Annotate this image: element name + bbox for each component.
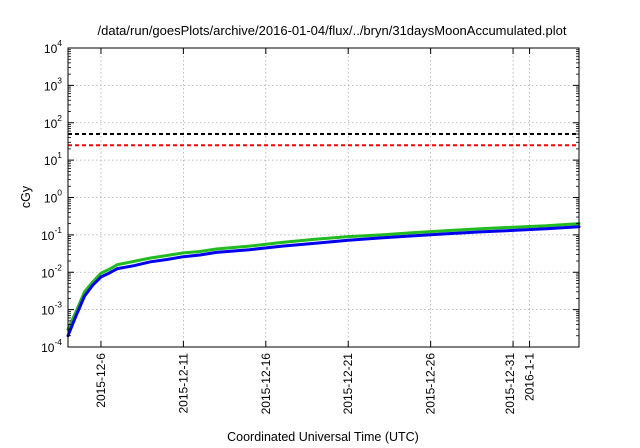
y-tick-label: 101 — [44, 150, 62, 168]
grid-lines — [68, 48, 579, 347]
series-line — [66, 222, 581, 331]
series-lines — [66, 222, 581, 338]
y-tick-label: 10-1 — [41, 225, 62, 243]
x-tick-label: 2015-12-26 — [424, 353, 438, 415]
threshold-lines — [68, 133, 579, 147]
x-tick-label: 2015-12-16 — [259, 353, 273, 415]
y-tick-label: 10-2 — [41, 262, 62, 280]
x-tick-label: 2016-1-1 — [523, 353, 537, 401]
y-tick-label: 102 — [44, 113, 62, 131]
y-tick-label: 100 — [44, 188, 62, 206]
chart-title: /data/run/goesPlots/archive/2016-01-04/f… — [98, 23, 567, 38]
x-tick-label: 2015-12-6 — [94, 353, 108, 408]
series-line — [66, 225, 581, 338]
x-tick-label: 2015-12-11 — [176, 353, 190, 414]
y-tick-label: 10-4 — [41, 337, 62, 355]
x-tick-label: 2015-12-21 — [341, 353, 355, 415]
y-tick-label: 104 — [44, 38, 62, 56]
y-tick-label: 103 — [44, 75, 62, 93]
x-tick-label: 2015-12-31 — [503, 353, 517, 415]
y-axis-label: cGy — [19, 185, 33, 208]
x-axis-ticks: 2015-12-6 2015-12-11 2015-12-16 2015-12-21 2… — [94, 48, 537, 414]
y-axis-ticks: 10-4 10-3 10-2 10-1 100 101 102 103 104 — [41, 38, 579, 355]
y-tick-label: 10-3 — [41, 300, 62, 318]
x-axis-label: Coordinated Universal Time (UTC) — [227, 430, 419, 444]
